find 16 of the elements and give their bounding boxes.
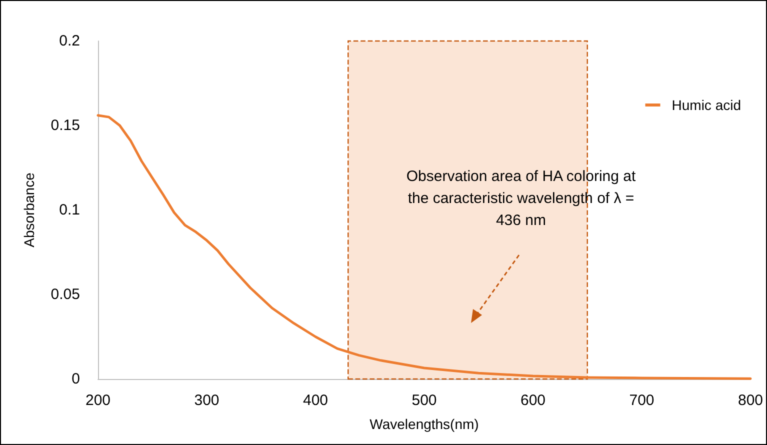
band-label: Observation area of HA coloring at the caracteristic wavelength of λ = 436 nm [405, 167, 637, 231]
x-tick-label: 300 [194, 392, 220, 409]
x-tick-label: 800 [738, 392, 763, 409]
x-tick-label: 400 [302, 392, 328, 409]
x-tick-label: 200 [85, 392, 111, 409]
legend-label: Humic acid [672, 97, 742, 113]
y-tick-label: 0 [72, 370, 80, 388]
x-axis-title: Wavelengths(nm) [370, 416, 479, 432]
y-tick-label: 0.05 [50, 286, 80, 303]
y-tick-label: 0.2 [59, 32, 80, 50]
x-tick-label: 500 [412, 392, 437, 409]
x-tick-label: 600 [520, 392, 546, 409]
x-tick-label: 700 [629, 392, 654, 409]
y-tick-label: 0.15 [50, 117, 80, 134]
y-tick-label: 0.1 [59, 202, 80, 218]
y-axis-title: Absorbance [21, 172, 37, 248]
